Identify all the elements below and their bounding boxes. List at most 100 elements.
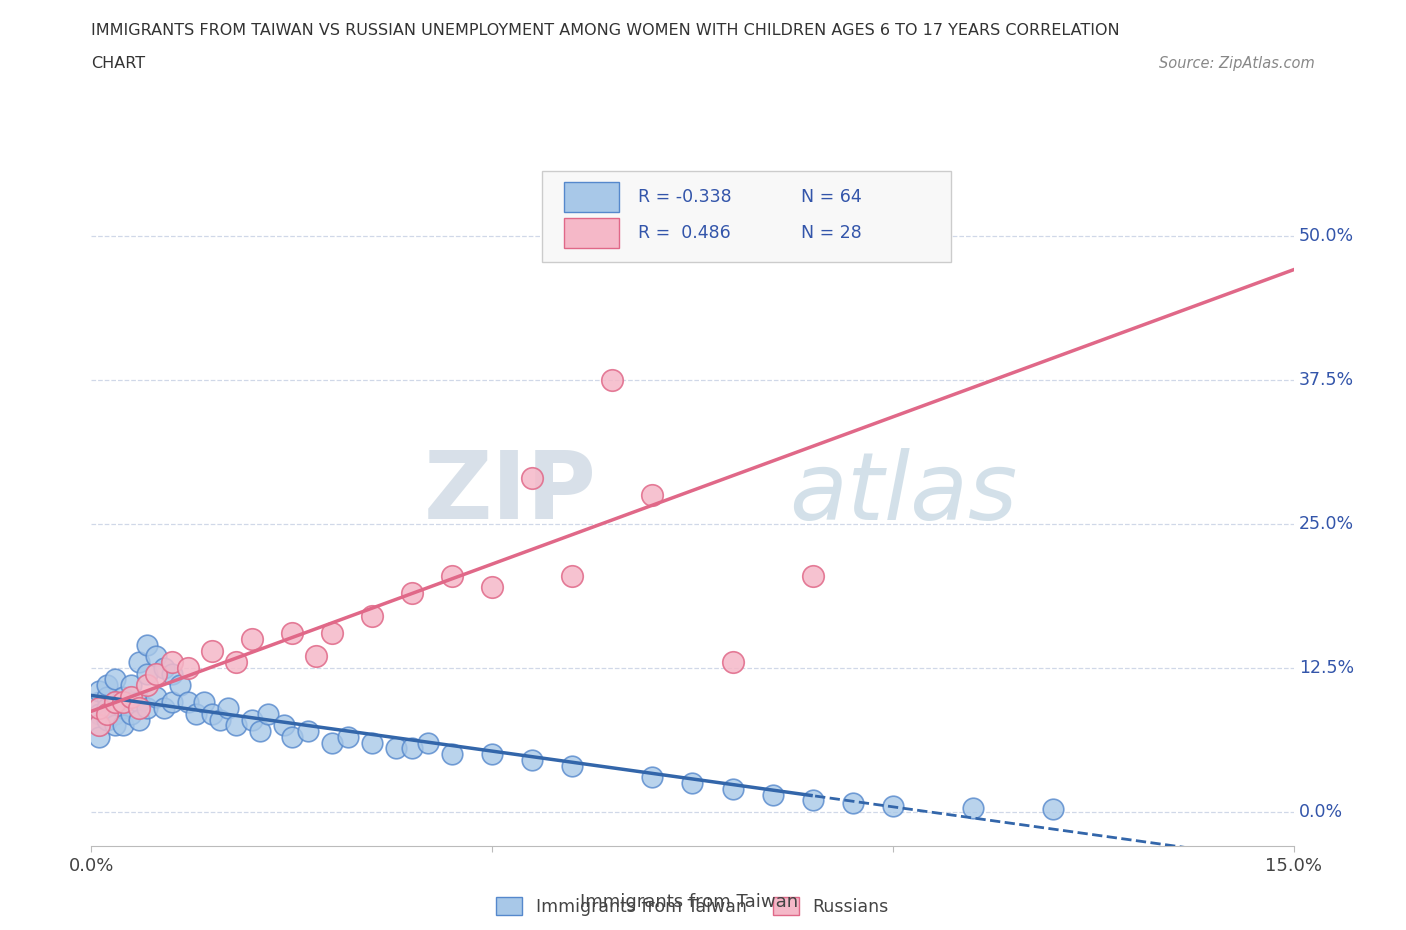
Point xyxy=(882,241,904,256)
Point xyxy=(522,752,544,767)
Point xyxy=(481,580,503,595)
Point xyxy=(321,736,343,751)
Point xyxy=(225,655,247,670)
Point xyxy=(121,695,143,710)
Point xyxy=(136,701,159,716)
Text: ZIP: ZIP xyxy=(423,447,596,539)
Point xyxy=(360,609,382,624)
Point xyxy=(104,718,127,733)
Point xyxy=(225,718,247,733)
FancyBboxPatch shape xyxy=(543,171,950,262)
Point xyxy=(801,568,824,583)
Point xyxy=(201,707,224,722)
Point xyxy=(721,655,744,670)
Text: CHART: CHART xyxy=(91,56,145,71)
Point xyxy=(401,586,423,601)
Point xyxy=(273,718,295,733)
Point xyxy=(321,626,343,641)
Point xyxy=(201,644,224,658)
Point xyxy=(481,747,503,762)
Point xyxy=(360,736,382,751)
Point xyxy=(240,631,263,646)
Point xyxy=(89,718,111,733)
Point xyxy=(96,701,118,716)
Point xyxy=(962,801,984,816)
Text: 25.0%: 25.0% xyxy=(1299,515,1354,533)
Point xyxy=(128,695,150,710)
Point xyxy=(112,695,135,710)
Point xyxy=(217,701,239,716)
Point xyxy=(152,660,174,675)
Point xyxy=(522,471,544,485)
Point xyxy=(160,666,183,681)
Point xyxy=(176,660,198,675)
Point xyxy=(281,729,304,744)
Point xyxy=(96,678,118,693)
Point xyxy=(145,689,167,704)
Text: N = 64: N = 64 xyxy=(800,188,862,206)
Text: Source: ZipAtlas.com: Source: ZipAtlas.com xyxy=(1159,56,1315,71)
Point xyxy=(96,712,118,727)
Point xyxy=(89,729,111,744)
Point xyxy=(112,689,135,704)
Point xyxy=(136,637,159,652)
Point xyxy=(96,689,118,704)
Point xyxy=(136,666,159,681)
Point xyxy=(385,741,408,756)
Point xyxy=(193,695,215,710)
Text: atlas: atlas xyxy=(789,447,1017,538)
Legend: Immigrants from Taiwan, Russians: Immigrants from Taiwan, Russians xyxy=(489,890,896,923)
Point xyxy=(89,707,111,722)
Point xyxy=(416,736,439,751)
Point xyxy=(561,758,583,773)
Point xyxy=(112,701,135,716)
Text: R = -0.338: R = -0.338 xyxy=(638,188,733,206)
Point xyxy=(184,707,207,722)
Text: IMMIGRANTS FROM TAIWAN VS RUSSIAN UNEMPLOYMENT AMONG WOMEN WITH CHILDREN AGES 6 : IMMIGRANTS FROM TAIWAN VS RUSSIAN UNEMPL… xyxy=(91,23,1121,38)
Point xyxy=(305,649,328,664)
Point xyxy=(336,729,359,744)
Point xyxy=(145,649,167,664)
Point xyxy=(841,795,863,810)
Text: N = 28: N = 28 xyxy=(800,224,862,242)
Point xyxy=(128,701,150,716)
Point xyxy=(240,712,263,727)
Point xyxy=(160,655,183,670)
Point xyxy=(681,776,703,790)
Point xyxy=(89,684,111,698)
Point xyxy=(145,666,167,681)
Point xyxy=(128,712,150,727)
Point xyxy=(762,787,785,802)
Point xyxy=(561,568,583,583)
Point xyxy=(256,707,278,722)
Text: 37.5%: 37.5% xyxy=(1299,371,1354,390)
Point xyxy=(128,655,150,670)
Point xyxy=(281,626,304,641)
Point xyxy=(1042,802,1064,817)
Point xyxy=(152,701,174,716)
Point xyxy=(96,707,118,722)
Point xyxy=(249,724,271,738)
Point xyxy=(401,741,423,756)
Point xyxy=(104,707,127,722)
Point xyxy=(160,695,183,710)
Point xyxy=(136,678,159,693)
Point xyxy=(89,695,111,710)
Point xyxy=(121,678,143,693)
Text: 12.5%: 12.5% xyxy=(1299,659,1354,677)
Point xyxy=(112,718,135,733)
Point xyxy=(104,695,127,710)
Point xyxy=(721,781,744,796)
Text: Immigrants from Taiwan: Immigrants from Taiwan xyxy=(579,893,799,910)
FancyBboxPatch shape xyxy=(564,219,619,248)
Point xyxy=(641,488,664,503)
Point xyxy=(104,695,127,710)
Point xyxy=(440,747,463,762)
Point xyxy=(297,724,319,738)
Point xyxy=(121,689,143,704)
Text: 50.0%: 50.0% xyxy=(1299,228,1354,246)
Text: 0.0%: 0.0% xyxy=(1299,803,1343,821)
FancyBboxPatch shape xyxy=(564,181,619,211)
Point xyxy=(176,695,198,710)
Point xyxy=(89,701,111,716)
